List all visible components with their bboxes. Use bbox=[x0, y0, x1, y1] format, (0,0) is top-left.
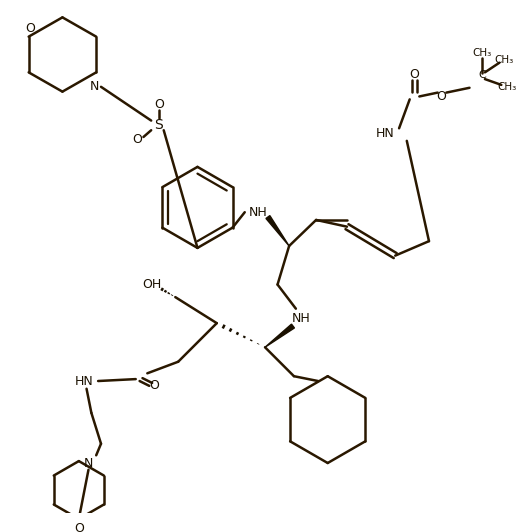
Text: C: C bbox=[478, 70, 486, 80]
Text: CH₃: CH₃ bbox=[494, 55, 514, 65]
Text: OH: OH bbox=[143, 278, 162, 291]
Text: CH₃: CH₃ bbox=[472, 48, 492, 58]
Text: O: O bbox=[437, 90, 446, 103]
Text: O: O bbox=[132, 134, 143, 146]
Text: O: O bbox=[25, 22, 36, 36]
Polygon shape bbox=[266, 215, 289, 246]
Text: O: O bbox=[154, 98, 164, 111]
Text: NH: NH bbox=[292, 312, 310, 325]
Polygon shape bbox=[265, 324, 295, 347]
Text: NH: NH bbox=[249, 206, 268, 219]
Text: O: O bbox=[149, 379, 159, 392]
Text: S: S bbox=[155, 119, 163, 132]
Text: O: O bbox=[74, 522, 84, 532]
Text: CH₃: CH₃ bbox=[498, 82, 517, 92]
Text: O: O bbox=[410, 68, 419, 81]
Text: HN: HN bbox=[75, 375, 94, 387]
Text: N: N bbox=[84, 456, 93, 470]
Text: HN: HN bbox=[376, 127, 395, 139]
Text: N: N bbox=[90, 80, 99, 93]
